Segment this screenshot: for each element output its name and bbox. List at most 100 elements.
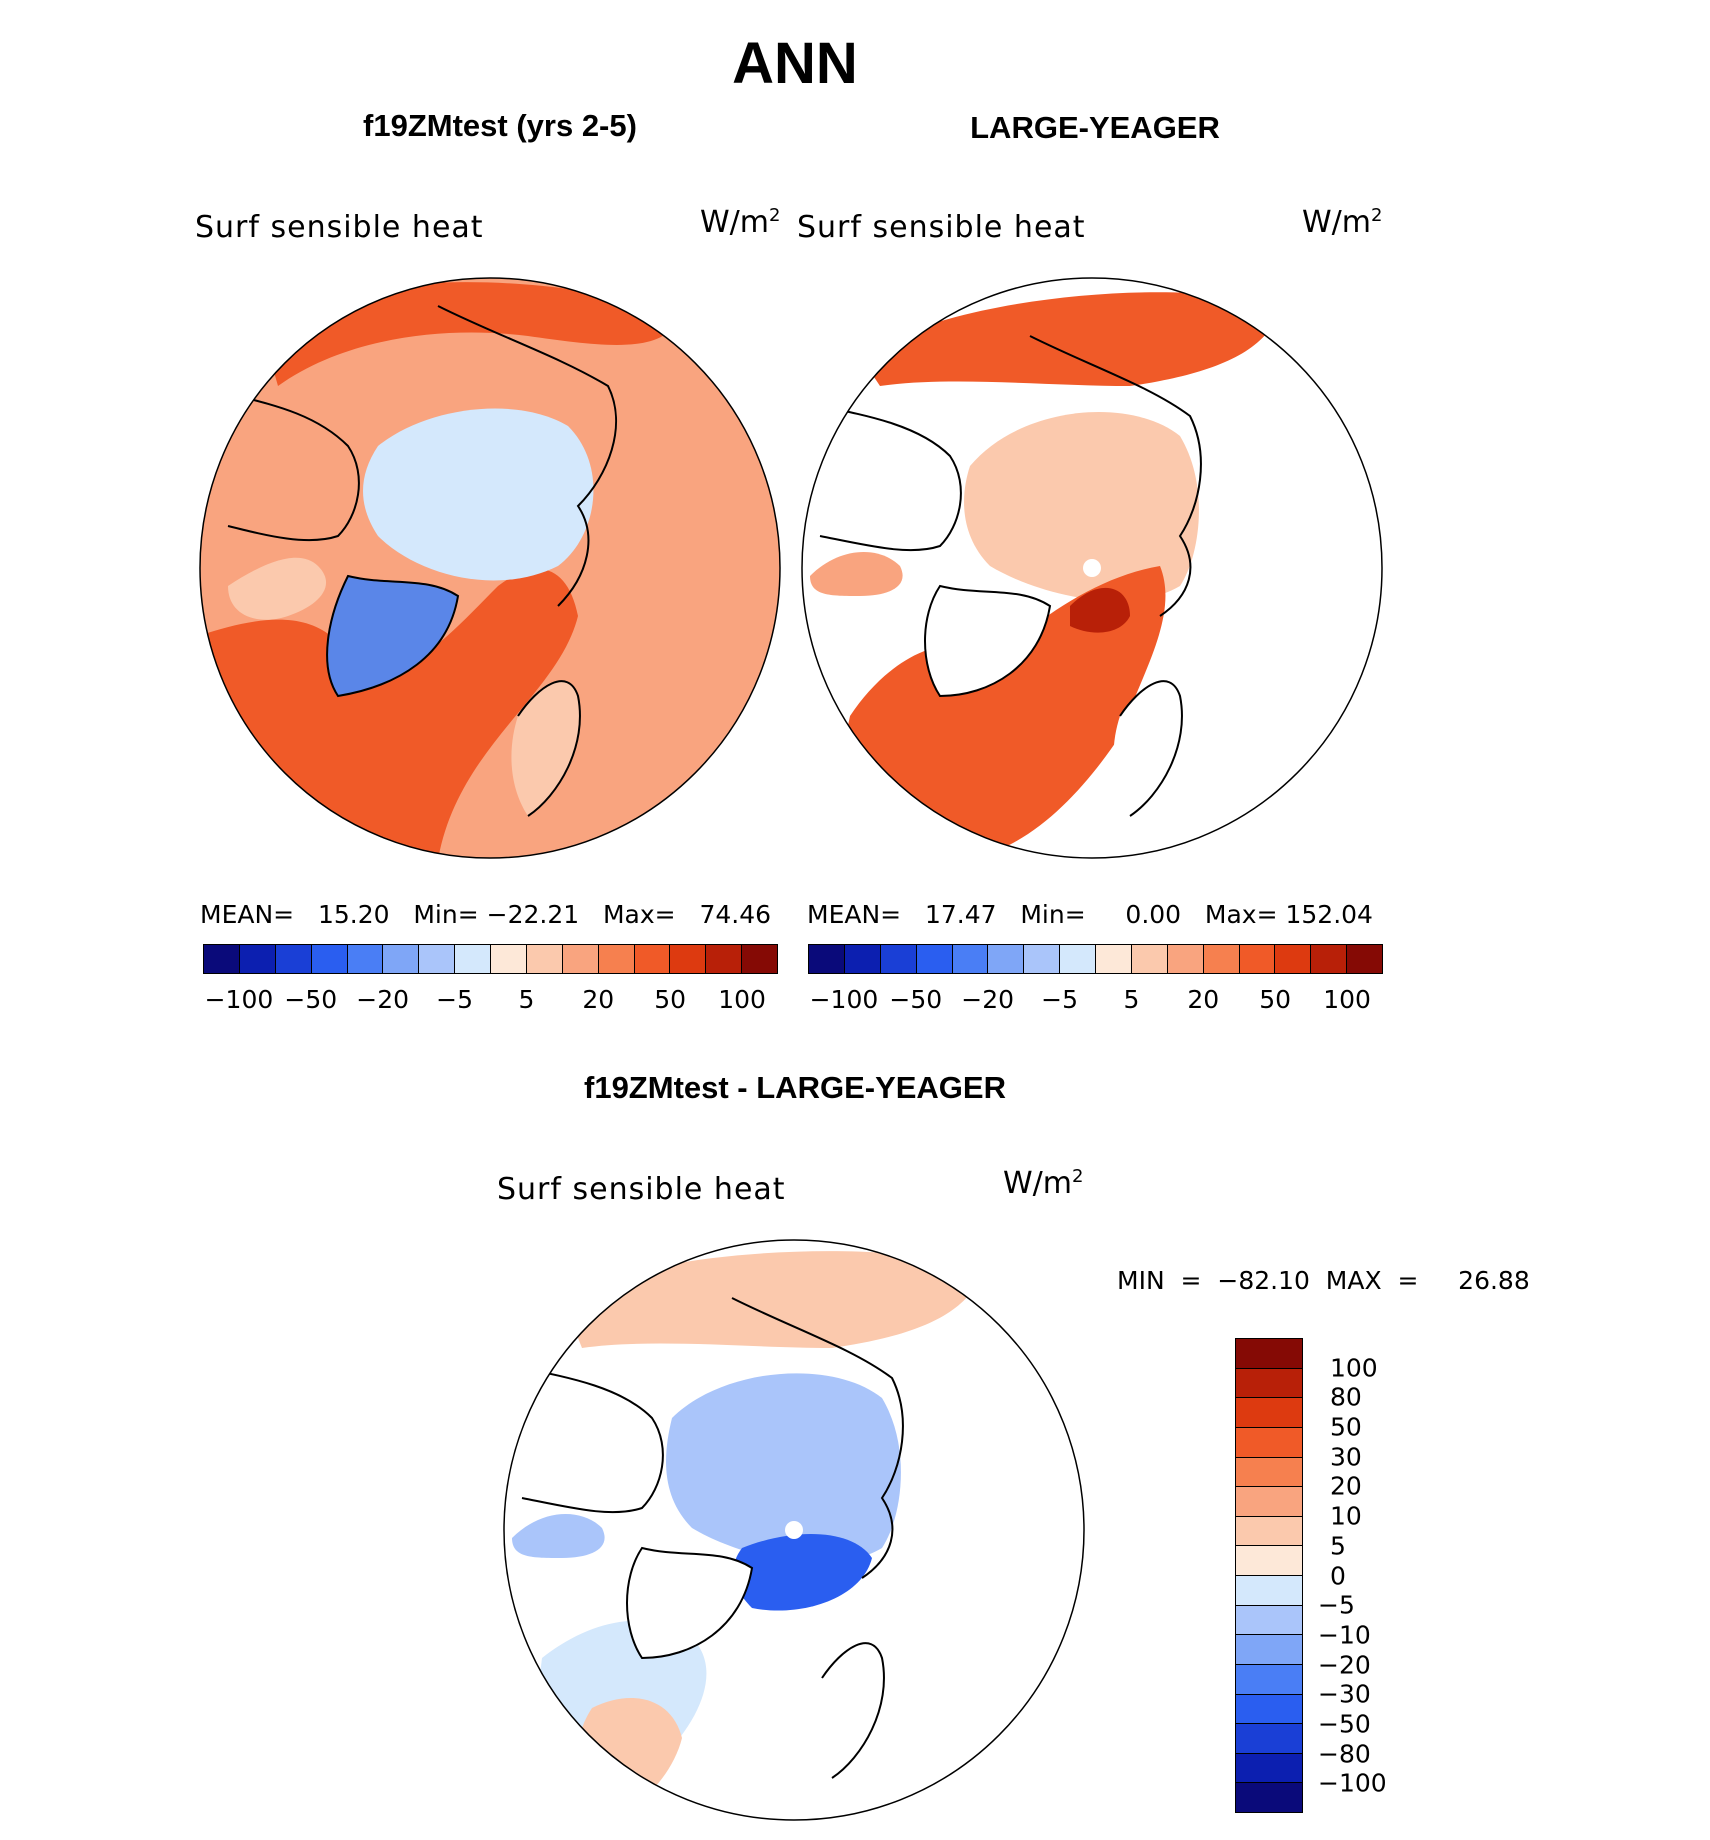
greenland-land xyxy=(925,586,1050,696)
colorbar-swatch xyxy=(916,945,953,973)
colorbar-swatch xyxy=(952,945,989,973)
colorbar-swatch xyxy=(239,945,276,973)
coastline-northamerica xyxy=(227,395,360,542)
pole-hole xyxy=(785,1521,803,1539)
colorbar-swatch xyxy=(526,945,563,973)
stats-diff: MIN = −82.10 MAX = 26.88 xyxy=(1117,1266,1530,1295)
colorbar-tick-label: 5 xyxy=(1123,985,1140,1014)
colorbar-swatch xyxy=(880,945,917,973)
colorbar-swatch xyxy=(1203,945,1240,973)
colorbar-tick-label: 30 xyxy=(1330,1442,1362,1472)
colorbar-swatch xyxy=(1236,1457,1302,1488)
colorbar-swatch xyxy=(1236,1398,1302,1428)
polar-map-obs xyxy=(801,277,1383,859)
coastline-greenland xyxy=(626,1546,754,1660)
colorbar-ticks-obs: −100 −50 −20 −5 5 20 50 100 xyxy=(808,985,1383,1015)
colorbar-swatch xyxy=(1236,1339,1302,1369)
colorbar-tick-label: −50 xyxy=(1318,1709,1371,1739)
coastline-northamerica xyxy=(819,405,962,552)
pacific-positive-band xyxy=(562,1251,982,1348)
colorbar-tick-label: −20 xyxy=(961,985,1015,1014)
colorbar-swatch xyxy=(347,945,384,973)
colorbar-tick-label: 5 xyxy=(1330,1531,1346,1561)
colorbar-swatch xyxy=(1236,1635,1302,1665)
scandinavia-land xyxy=(815,1643,884,1778)
panel-title-model: f19ZMtest (yrs 2-5) xyxy=(363,108,637,143)
atlantic-hot-field xyxy=(820,566,1166,858)
canada-land xyxy=(228,557,327,620)
colorbar-tick-label: −5 xyxy=(1041,985,1078,1014)
colorbar-swatch xyxy=(742,945,777,973)
colorbar-swatch xyxy=(1236,1724,1302,1754)
colorbar-tick-label: 20 xyxy=(1330,1471,1362,1501)
colorbar-tick-label: −20 xyxy=(356,985,410,1014)
colorbar-swatch xyxy=(1236,1753,1302,1784)
colorbar-ticks-diff: 100 80 50 30 20 10 5 0 −5 −10 −20 −30 −50 −80 −100 xyxy=(1318,1338,1438,1813)
colorbar-swatch xyxy=(1236,1694,1302,1725)
polar-map-diff xyxy=(503,1239,1085,1821)
polar-map-model xyxy=(199,277,781,859)
colorbar-swatch xyxy=(311,945,348,973)
colorbar-tick-label: −5 xyxy=(436,985,473,1014)
colorbar-swatch xyxy=(1236,1576,1302,1606)
main-title: ANN xyxy=(732,31,858,96)
coastline-scandinavia xyxy=(1119,680,1183,817)
colorbar-swatch xyxy=(670,945,707,973)
colorbar-tick-label: 100 xyxy=(1323,985,1371,1014)
coastline-scandinavia xyxy=(517,680,581,817)
colorbar-tick-label: −100 xyxy=(809,985,879,1014)
units-label-diff: W/m2 xyxy=(1003,1166,1084,1201)
panel-title-diff: f19ZMtest - LARGE-YEAGER xyxy=(584,1070,1006,1105)
colorbar-swatch xyxy=(1024,945,1061,973)
colorbar-tick-label: 5 xyxy=(518,985,535,1014)
colorbar-swatch xyxy=(1236,1427,1302,1458)
colorbar-tick-label: 20 xyxy=(582,985,615,1014)
colorbar-swatch xyxy=(634,945,671,973)
greenland-land xyxy=(627,1548,752,1658)
colorbar-tick-label: 10 xyxy=(1330,1501,1362,1531)
colorbar-swatch xyxy=(1060,945,1096,973)
colorbar-tick-label: −30 xyxy=(1318,1679,1371,1709)
colorbar-tick-label: 50 xyxy=(1259,985,1292,1014)
colorbar-swatch xyxy=(1347,945,1382,973)
coastline-greenland xyxy=(924,584,1052,698)
colorbar-swatch xyxy=(1236,1516,1302,1547)
colorbar-tick-label: 0 xyxy=(1330,1561,1346,1590)
colorbar-swatch xyxy=(1275,945,1312,973)
colorbar-swatch xyxy=(988,945,1025,973)
colorbar-swatch xyxy=(1311,945,1348,973)
coastline-greenland xyxy=(326,574,460,698)
colorbar-tick-label: 100 xyxy=(718,985,766,1014)
arctic-ocean-field xyxy=(964,412,1199,601)
units-label-obs: W/m2 xyxy=(1302,205,1383,240)
scandinavia-land xyxy=(1113,681,1182,816)
map-boundary xyxy=(801,277,1383,859)
colorbar-swatch xyxy=(1131,945,1168,973)
coastline-scandinavia xyxy=(821,1642,885,1779)
colorbar-diff xyxy=(1235,1338,1303,1813)
stats-model: MEAN= 15.20 Min= −22.21 Max= 74.46 xyxy=(200,900,772,929)
panel-title-obs: LARGE-YEAGER xyxy=(970,110,1220,145)
variable-label-model: Surf sensible heat xyxy=(195,210,484,245)
atlantic-positive-field xyxy=(575,1698,682,1820)
colorbar-tick-label: 100 xyxy=(1330,1353,1378,1383)
stats-obs: MEAN= 17.47 Min= 0.00 Max= 152.04 xyxy=(807,900,1373,929)
colorbar-swatch xyxy=(1236,1783,1302,1812)
colorbar-swatch xyxy=(419,945,456,973)
units-label-model: W/m2 xyxy=(700,205,781,240)
colorbar-swatch xyxy=(844,945,881,973)
colorbar-swatch xyxy=(706,945,743,973)
colorbar-swatch xyxy=(1239,945,1276,973)
colorbar-swatch xyxy=(1096,945,1132,973)
colorbar-tick-label: 20 xyxy=(1187,985,1220,1014)
colorbar-tick-label: 80 xyxy=(1330,1382,1362,1412)
colorbar-tick-label: −20 xyxy=(1318,1650,1371,1680)
colorbar-swatch xyxy=(275,945,312,973)
colorbar-obs xyxy=(808,944,1383,974)
colorbar-swatch xyxy=(1236,1487,1302,1517)
colorbar-model xyxy=(203,944,778,974)
pole-hole xyxy=(1083,559,1101,577)
colorbar-swatch xyxy=(1236,1664,1302,1695)
colorbar-tick-label: −5 xyxy=(1318,1590,1355,1620)
barents-strong-negative xyxy=(733,1534,872,1611)
